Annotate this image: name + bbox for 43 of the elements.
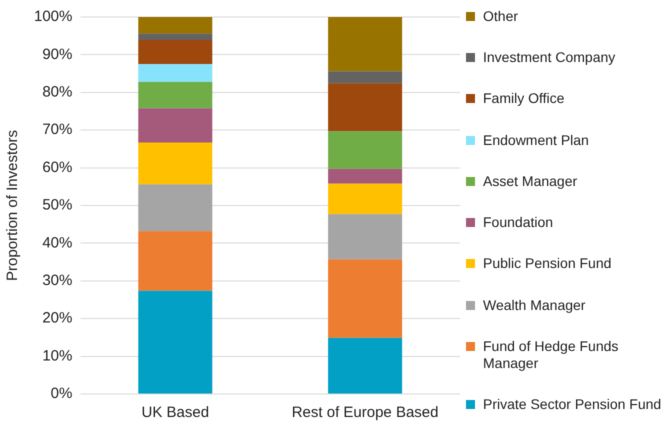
bar: [328, 168, 402, 184]
legend-label: Public Pension Fund: [483, 255, 612, 272]
legend-label: Private Sector Pension Fund: [483, 396, 662, 413]
y-tick-label: 20%: [42, 310, 72, 327]
bar: [138, 108, 212, 143]
legend-label: Endowment Plan: [483, 132, 589, 149]
bar: [328, 184, 402, 214]
x-tick-label: UK Based: [142, 404, 210, 422]
bar: [138, 184, 212, 232]
bar: [138, 82, 212, 108]
x-tick-label: Rest of Europe Based: [292, 404, 438, 422]
y-tick-label: 80%: [42, 84, 72, 101]
legend-label: Investment Company: [483, 49, 616, 66]
bar: [138, 231, 212, 291]
bar: [328, 214, 402, 260]
bar: [328, 17, 402, 72]
y-axis-title: Proportion of Investors: [4, 130, 22, 281]
bar: [138, 64, 212, 82]
legend-label: Foundation: [483, 214, 554, 232]
bar: [138, 40, 212, 64]
y-tick-label: 60%: [42, 158, 72, 176]
legend-label: Other: [483, 8, 518, 25]
bar: [138, 142, 212, 184]
bar: [138, 17, 212, 34]
legend-label: Family Office: [483, 90, 564, 108]
y-tick-label: 0%: [50, 385, 72, 402]
y-tick-label: 100%: [34, 8, 72, 26]
y-tick-label: 90%: [42, 46, 72, 63]
bar: [328, 338, 402, 394]
y-tick-label: 30%: [42, 272, 72, 290]
legend-label: Wealth Manager: [483, 296, 586, 314]
bar: [138, 290, 212, 394]
bar: [138, 34, 212, 40]
bar: [328, 259, 402, 338]
legend-label: Fund of Hedge Funds Manager: [483, 338, 620, 372]
y-tick-label: 10%: [42, 347, 72, 364]
bar: [328, 71, 402, 84]
bar: [328, 83, 402, 132]
y-tick-label: 70%: [42, 121, 72, 138]
y-tick-label: 50%: [42, 196, 72, 214]
legend-label: Asset Manager: [483, 172, 578, 190]
y-tick-label: 40%: [42, 234, 72, 252]
bar: [328, 131, 402, 169]
